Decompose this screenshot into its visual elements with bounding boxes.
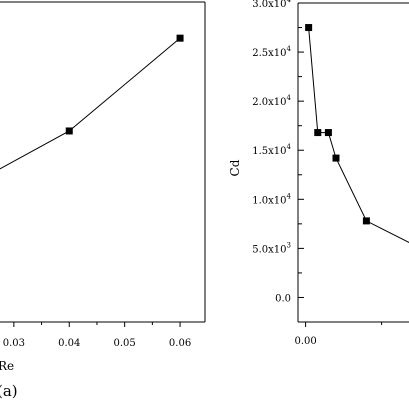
left-series-line (0, 37, 181, 170)
left-x-axis-title: Re (0, 359, 14, 373)
right-y-tick-exponent: 4 (287, 45, 292, 53)
right-y-tick-exponent: 4 (287, 143, 292, 151)
right-y-tick-label: 5.0x103 (252, 241, 291, 255)
left-x-ticks: 0.03 0.04 0.05 0.06 (3, 322, 191, 349)
right-data-point (362, 217, 370, 225)
left-x-tick-label: 0.05 (114, 338, 136, 349)
right-x-ticks: 0.000.01 (294, 322, 383, 347)
right-series-line (308, 27, 409, 244)
right-series (305, 24, 409, 244)
right-y-tick-label: 3.0x104 (252, 0, 291, 10)
right-y-tick-exponent: 3 (287, 241, 291, 249)
right-y-tick-exponent: 4 (287, 94, 292, 102)
right-x-tick-label: 0.00 (294, 336, 316, 347)
right-y-ticks: 0.0 5.0x103 1.0x104 1.5x104 2.0x104 2.5x104 3.… (252, 0, 304, 304)
left-plot-panel: 0.03 0.04 0.05 0.06 Re (a) (0, 1, 206, 400)
right-data-point (314, 129, 322, 137)
panel-label-a: (a) (0, 382, 18, 400)
left-series (0, 34, 184, 170)
right-data-point (324, 129, 332, 137)
left-x-tick-label: 0.04 (58, 338, 80, 349)
right-y-axis-title: Cd (228, 159, 242, 176)
right-y-tick-label: 1.0x104 (252, 192, 291, 206)
left-data-point (65, 127, 73, 135)
left-x-tick-label: 0.06 (169, 338, 191, 349)
right-y-tick-exponent: 4 (287, 0, 292, 4)
right-y-tick-label: 2.0x104 (252, 94, 291, 108)
right-y-tick-label: 0.0 (275, 293, 291, 304)
left-data-point (176, 34, 184, 42)
right-y-tick-label: 2.5x104 (252, 45, 291, 59)
right-y-tick-label: 1.5x104 (252, 143, 291, 157)
left-x-tick-label: 0.03 (3, 338, 25, 349)
right-data-point (332, 154, 340, 162)
right-y-tick-exponent: 4 (287, 192, 292, 200)
right-plot-panel: 0.0 5.0x103 1.0x104 1.5x104 2.0x104 2.5x104 3.… (228, 0, 409, 347)
right-data-point (305, 24, 313, 32)
